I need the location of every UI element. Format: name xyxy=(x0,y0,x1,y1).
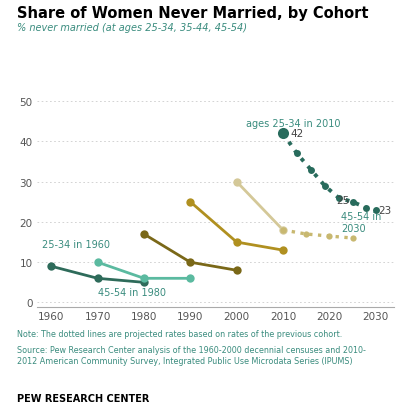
Text: Note: The dotted lines are projected rates based on rates of the previous cohort: Note: The dotted lines are projected rat… xyxy=(17,329,342,338)
Text: % never married (at ages 25-34, 35-44, 45-54): % never married (at ages 25-34, 35-44, 4… xyxy=(17,22,247,32)
Text: 42: 42 xyxy=(290,129,303,139)
Text: Share of Women Never Married, by Cohort: Share of Women Never Married, by Cohort xyxy=(17,6,368,21)
Text: Source: Pew Research Center analysis of the 1960-2000 decennial censuses and 201: Source: Pew Research Center analysis of … xyxy=(17,346,366,365)
Text: 23: 23 xyxy=(378,205,391,215)
Text: 45-54 in 1980: 45-54 in 1980 xyxy=(98,288,166,298)
Text: ages 25-34 in 2010: ages 25-34 in 2010 xyxy=(246,119,340,129)
Text: PEW RESEARCH CENTER: PEW RESEARCH CENTER xyxy=(17,393,149,402)
Text: 45-54 in
2030: 45-54 in 2030 xyxy=(341,211,381,233)
Text: 25: 25 xyxy=(336,196,349,205)
Text: 25-34 in 1960: 25-34 in 1960 xyxy=(42,240,110,249)
